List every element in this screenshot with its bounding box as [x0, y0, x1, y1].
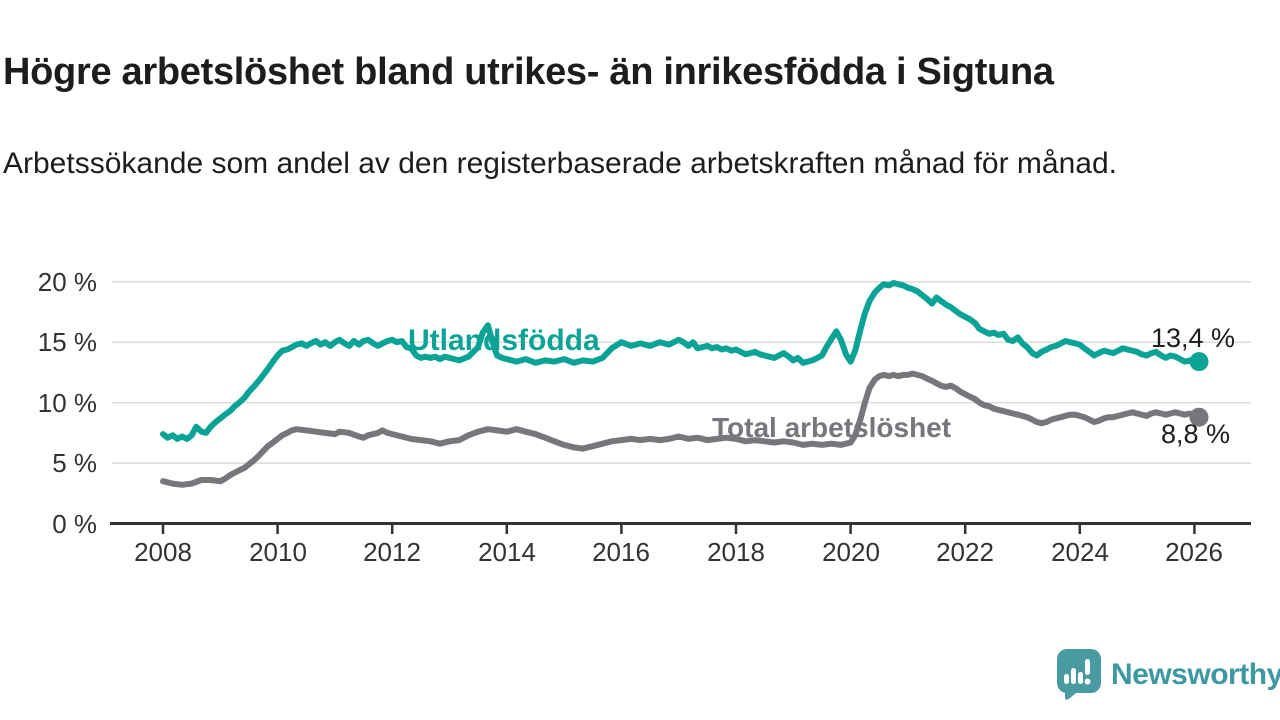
page-title: Högre arbetslöshet bland utrikes- än inr… — [3, 51, 1054, 94]
x-tick-label-2018: 2018 — [707, 537, 765, 567]
series-end-dot-0 — [1189, 352, 1209, 372]
x-tick-label-2016: 2016 — [592, 537, 650, 567]
newsworthy-brand-text: Newsworthy — [1111, 658, 1280, 691]
x-tick-label-2022: 2022 — [936, 537, 994, 567]
newsworthy-logo-icon — [1057, 649, 1101, 700]
x-tick-label-2008: 2008 — [134, 537, 192, 567]
series-line-0 — [160, 280, 1202, 442]
x-tick-label-2020: 2020 — [822, 537, 880, 567]
x-tick-label-2024: 2024 — [1051, 537, 1109, 567]
newsworthy-footer: Newsworthy — [1056, 648, 1280, 702]
series-line-1 — [160, 370, 1202, 488]
end-value-label-total: 8,8 % — [1160, 419, 1230, 449]
x-tick-label-2014: 2014 — [478, 537, 536, 567]
y-tick-label-0: 0 % — [52, 509, 97, 539]
y-tick-label-5: 5 % — [52, 448, 97, 478]
x-tick-label-2026: 2026 — [1165, 537, 1223, 567]
x-tick-label-2010: 2010 — [249, 537, 307, 567]
x-tick-label-2012: 2012 — [363, 537, 421, 567]
y-tick-label-20: 20 % — [37, 267, 97, 297]
y-tick-label-15: 15 % — [37, 327, 97, 357]
end-value-label-utlandsfodda: 13,4 % — [1150, 323, 1235, 353]
series-label-utlandsfodda: Utlandsfödda — [408, 324, 600, 357]
series-label-total-arbetsloshet: Total arbetslöshet — [712, 412, 952, 443]
page-subtitle: Arbetssökande som andel av den registerb… — [3, 147, 1117, 180]
series-end-dot-1 — [1189, 407, 1209, 427]
y-tick-label-10: 10 % — [37, 388, 97, 418]
